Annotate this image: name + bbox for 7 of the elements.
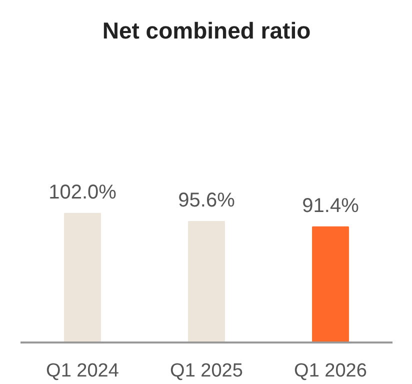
x-tick-label: Q1 2026 <box>294 360 367 382</box>
data-label: 102.0% <box>48 181 117 204</box>
data-label: 91.4% <box>302 194 360 217</box>
x-tick-label: Q1 2024 <box>46 360 120 382</box>
data-label: 95.6% <box>178 190 236 212</box>
chart-title: Net combined ratio <box>102 18 311 44</box>
x-tick-label: Q1 2025 <box>170 360 243 382</box>
